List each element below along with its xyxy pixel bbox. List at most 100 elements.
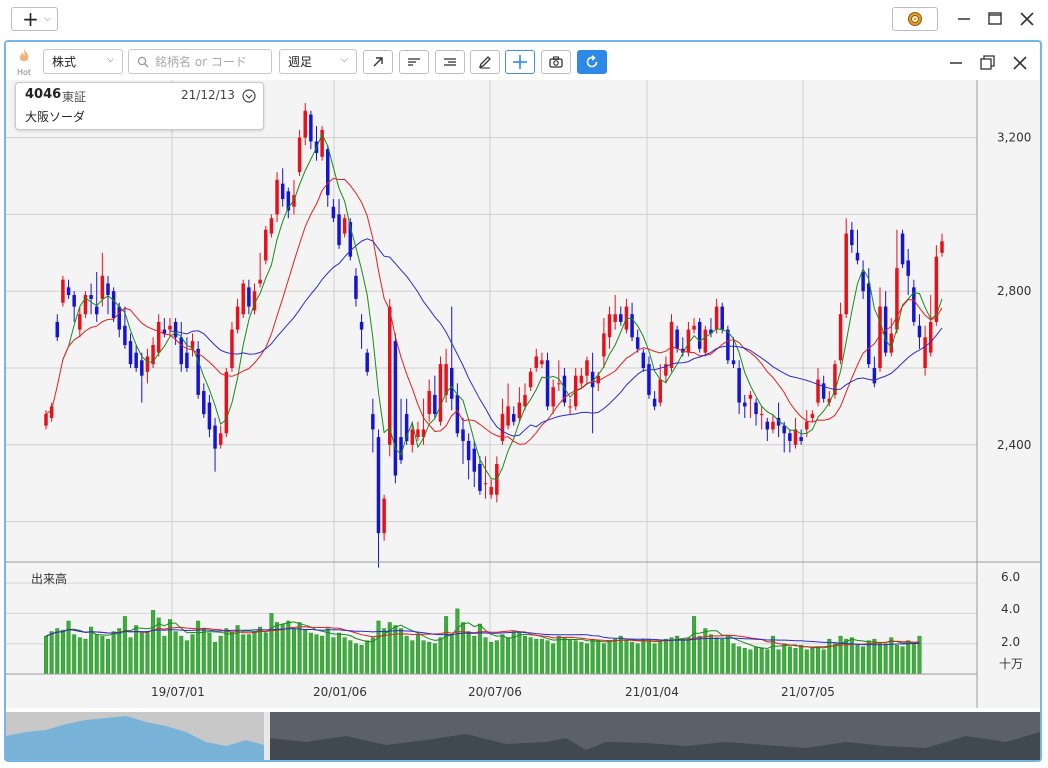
panel-close-button[interactable] [1008, 52, 1032, 74]
screenshot-button[interactable] [541, 50, 571, 74]
navigator-handle[interactable] [264, 712, 270, 760]
volume-bar [320, 635, 325, 675]
minimize-button[interactable] [952, 8, 976, 30]
candle-body [230, 329, 234, 368]
volume-bar [399, 628, 404, 675]
candle-body [202, 391, 206, 415]
close-button[interactable] [1015, 8, 1039, 30]
maximize-button[interactable] [983, 8, 1007, 30]
volume-bar [562, 637, 567, 675]
volume-bar [190, 634, 195, 675]
volume-bar [342, 637, 347, 675]
volume-bar [427, 641, 432, 675]
candle-body [72, 295, 76, 307]
candle-body [61, 279, 65, 303]
candle-body [534, 356, 539, 368]
candle-body [562, 375, 567, 403]
volume-bar [906, 640, 911, 675]
volume-bar [291, 628, 296, 675]
candle-body [545, 360, 550, 407]
symbol-search-input[interactable]: 銘柄名 or コード [128, 49, 272, 74]
volume-bar [415, 634, 420, 675]
candle-body [607, 314, 612, 338]
candle-body [805, 421, 809, 430]
period-select[interactable]: 週足 ⌵ [279, 49, 357, 74]
volume-bars [44, 608, 922, 675]
chart-area[interactable]: 3,200 2,800 2,400 出来高 6.0 4.0 2.0 十万 19/07… [6, 80, 1040, 708]
draw-tool-button[interactable] [470, 50, 500, 74]
candle-body [123, 325, 127, 345]
x-tick-3: 21/01/04 [625, 685, 679, 699]
volume-bar [449, 634, 454, 675]
candle-body [444, 364, 448, 395]
candle-body [540, 360, 544, 365]
candle-body [264, 229, 268, 261]
volume-bar [246, 634, 251, 675]
volume-bar [624, 640, 629, 675]
volume-bar [461, 622, 466, 675]
candle-body [190, 341, 195, 349]
candle-body [596, 375, 600, 384]
candle-body [106, 283, 110, 296]
trendline-tool-button[interactable] [363, 50, 393, 74]
candle-body [326, 149, 330, 196]
volume-bar [444, 616, 449, 675]
volume-bar [438, 637, 443, 675]
volume-bar [652, 643, 657, 675]
candle-body [207, 402, 212, 430]
candle-body [280, 183, 285, 200]
align-left-tool-button[interactable] [399, 50, 429, 74]
align-right-tool-button[interactable] [435, 50, 465, 74]
candle-body [427, 391, 431, 415]
crosshair-tool-button[interactable] [505, 50, 535, 74]
refresh-button[interactable] [577, 50, 607, 74]
candle-body [500, 414, 505, 441]
arrow-up-right-icon [373, 57, 383, 67]
volume-bar [889, 637, 894, 675]
candle-body [889, 333, 894, 353]
volume-bar [455, 608, 460, 675]
volume-bar [646, 638, 651, 675]
candle-body [399, 437, 403, 461]
panel-restore-button[interactable] [976, 52, 1000, 74]
volume-bar [376, 620, 381, 675]
settings-button[interactable] [892, 7, 938, 31]
volume-bar [878, 641, 883, 675]
range-navigator[interactable] [6, 712, 1040, 760]
candle-body [404, 414, 409, 441]
candle-body [416, 429, 420, 438]
add-chart-button[interactable]: + ⌵ [11, 7, 58, 31]
candle-body [162, 329, 167, 334]
volume-bar [139, 632, 144, 675]
volume-bar [421, 640, 426, 675]
candle-body [771, 421, 775, 430]
info-card-collapse-button[interactable] [242, 88, 256, 107]
candle-body [928, 321, 933, 353]
candle-body [78, 314, 82, 330]
candle-body [816, 379, 820, 403]
candle-body [613, 314, 617, 322]
candle-body [602, 333, 606, 357]
volume-bar [832, 643, 837, 675]
candlestick-chart[interactable]: 3,200 2,800 2,400 出来高 6.0 4.0 2.0 十万 19/07… [6, 80, 1040, 708]
hot-button[interactable]: Hot [14, 48, 34, 77]
flame-icon [19, 49, 29, 62]
volume-bar [241, 634, 246, 675]
candle-body [940, 241, 944, 253]
volume-label: 出来高 [31, 571, 67, 586]
volume-bar [584, 643, 589, 675]
market-select[interactable]: 株式 ⌵ [43, 49, 123, 74]
volume-bar [663, 638, 668, 675]
candle-body [168, 325, 172, 330]
candle-body [235, 306, 240, 330]
volume-bar [866, 640, 871, 675]
candle-body [117, 306, 122, 330]
navigator-area-left [6, 716, 264, 760]
minimize-icon [958, 18, 970, 20]
chevron-down-icon: ⌵ [44, 14, 51, 24]
navigator-chart[interactable] [6, 712, 1040, 760]
panel-minimize-button[interactable] [944, 52, 968, 74]
volume-bar [596, 640, 601, 675]
candle-body [371, 414, 375, 430]
candle-body [647, 364, 651, 395]
